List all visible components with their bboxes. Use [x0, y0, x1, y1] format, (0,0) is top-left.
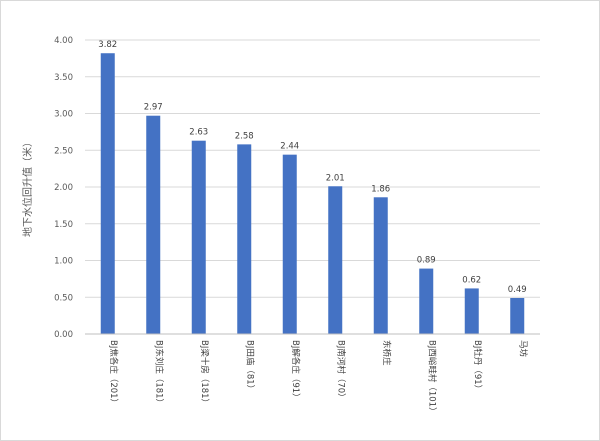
y-tick-label: 0.50 — [54, 293, 73, 303]
x-category-label: 马坊 — [517, 340, 528, 358]
x-axis-category-labels: BJ焦各庄（201） BJ东刘庄（181） BJ梁十房（181） BJ田庙（81） BJ… — [108, 340, 529, 416]
data-label: 2.63 — [189, 128, 208, 138]
x-category-label: BJ东刘庄（181） — [153, 340, 164, 407]
y-tick-label: 0.00 — [54, 330, 73, 340]
y-axis-tick-labels: 0.00 0.50 1.00 1.50 2.00 2.50 3.00 3.50 4.00 — [54, 36, 73, 340]
y-tick-label: 1.50 — [54, 220, 73, 230]
bar — [464, 288, 479, 334]
data-label: 2.58 — [235, 131, 254, 141]
bar — [373, 197, 388, 334]
x-category-label: BJ焦各庄（201） — [108, 340, 119, 407]
bar — [237, 144, 252, 334]
gridlines — [85, 39, 540, 298]
bar — [282, 154, 297, 334]
x-category-label: BJ牡丹（91） — [472, 340, 483, 393]
data-label: 0.89 — [417, 256, 436, 266]
data-labels: 3.82 2.97 2.63 2.58 2.44 2.01 1.86 0.89 0.62 0.49 — [98, 40, 526, 295]
y-tick-label: 3.00 — [54, 110, 73, 120]
data-label: 0.49 — [508, 285, 527, 295]
bar — [419, 268, 434, 334]
y-tick-label: 2.50 — [54, 146, 73, 156]
y-tick-label: 2.00 — [54, 183, 73, 193]
bar — [510, 297, 525, 334]
y-tick-label: 4.00 — [54, 36, 73, 46]
bar — [328, 186, 343, 334]
x-category-label: BJ田庙（81） — [244, 340, 255, 393]
y-tick-label: 3.50 — [54, 73, 73, 83]
data-label: 2.44 — [280, 142, 299, 152]
x-category-label: 东桥庄 — [381, 340, 392, 366]
data-label: 2.97 — [144, 103, 163, 113]
bar — [100, 53, 115, 334]
data-label: 2.01 — [326, 173, 345, 183]
y-tick-label: 1.00 — [54, 257, 73, 267]
x-category-label: BJ解各庄（91） — [290, 340, 301, 402]
bar — [146, 115, 161, 334]
x-category-label: BJ西峪畦村（101） — [426, 340, 437, 416]
data-label: 1.86 — [371, 184, 390, 194]
data-label: 3.82 — [98, 40, 117, 50]
x-category-label: BJ梁十房（181） — [199, 340, 210, 407]
bars — [100, 53, 525, 334]
bar — [191, 140, 206, 334]
data-label: 0.62 — [462, 275, 481, 285]
y-axis-title: 地下水位回升值（米） — [21, 137, 34, 237]
x-category-label: BJ南河村（70） — [335, 340, 346, 402]
